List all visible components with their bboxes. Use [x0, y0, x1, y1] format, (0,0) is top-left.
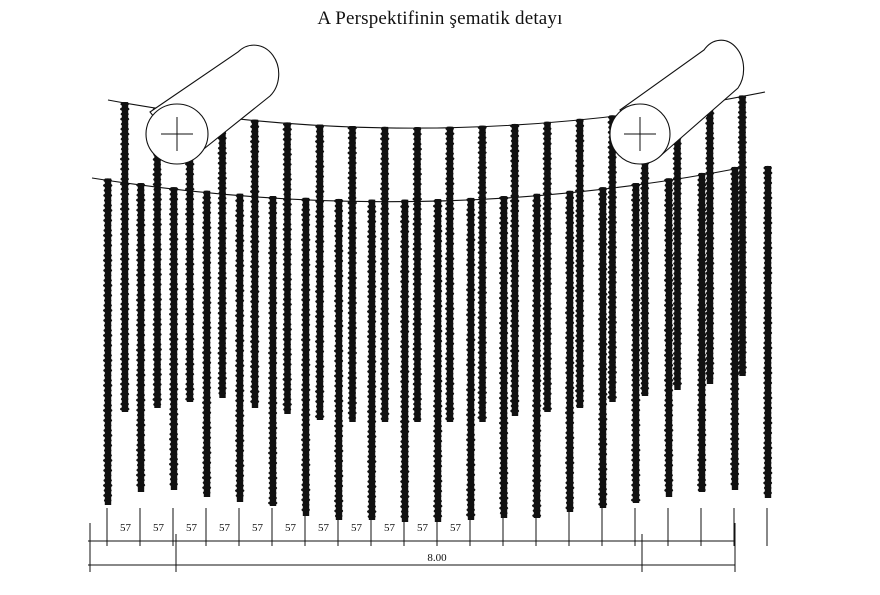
hanging-chain [250, 119, 260, 409]
segment-dimension-label: 57 [450, 522, 462, 534]
hanging-chain [315, 124, 325, 420]
segment-dimension-label: 57 [120, 522, 132, 534]
hanging-chain [499, 196, 509, 518]
segment-dimension-label: 57 [417, 522, 429, 534]
hanging-chain [575, 118, 585, 408]
hanging-chain [217, 116, 227, 398]
dimension-ticks [106, 508, 768, 546]
hanging-chain [542, 121, 552, 412]
hanging-chain [705, 101, 715, 384]
hanging-chain [510, 123, 520, 417]
hanging-chain [367, 199, 377, 520]
segment-dimension-label: 57 [153, 522, 165, 534]
hanging-chain [598, 187, 608, 508]
front-row-chains [103, 165, 773, 522]
hanging-chain [235, 193, 245, 502]
hanging-chain [607, 115, 617, 403]
hanging-chain [412, 127, 422, 423]
hanging-chain [433, 198, 443, 522]
segment-dimension-label: 57 [318, 522, 330, 534]
dimension-labels: 57 57 57 57 57 57 57 57 57 57 57 [120, 522, 462, 534]
hanging-chain [737, 95, 747, 377]
hanging-chain [120, 101, 130, 413]
diagram-title: A Perspektifinin şematik detayı [317, 8, 563, 29]
back-row-chains [120, 95, 747, 423]
hanging-chain [380, 126, 390, 423]
hanging-chain [445, 126, 455, 422]
total-dimension-label: 8.00 [427, 552, 447, 564]
hanging-chain [532, 193, 542, 518]
right-roller-cylinder [609, 39, 745, 165]
segment-dimension-label: 57 [186, 522, 198, 534]
hanging-chain [268, 195, 278, 506]
left-roller-cylinder [145, 44, 280, 165]
segment-dimension-label: 57 [351, 522, 363, 534]
hanging-chain [169, 187, 179, 491]
hanging-chain [631, 183, 641, 503]
hanging-chain [301, 197, 311, 516]
hanging-chain [202, 190, 212, 497]
hanging-chain [347, 125, 357, 423]
segment-dimension-label: 57 [384, 522, 396, 534]
front-support-cable [91, 167, 741, 203]
hanging-chain [697, 172, 707, 493]
hanging-chain [763, 165, 773, 498]
hanging-chain [664, 178, 674, 498]
segment-dimension-label: 57 [219, 522, 231, 534]
hanging-chain [400, 199, 410, 522]
hanging-chain [477, 125, 487, 422]
segment-dimension-label: 57 [252, 522, 264, 534]
hanging-chain [282, 122, 292, 415]
hanging-chain [136, 183, 146, 492]
hanging-chain [334, 198, 344, 520]
hanging-chain [672, 106, 682, 390]
hanging-chain [565, 190, 575, 512]
hanging-chain [103, 178, 113, 505]
segment-dimension-label: 57 [285, 522, 297, 534]
hanging-chain [730, 166, 740, 490]
hanging-chain [466, 197, 476, 520]
